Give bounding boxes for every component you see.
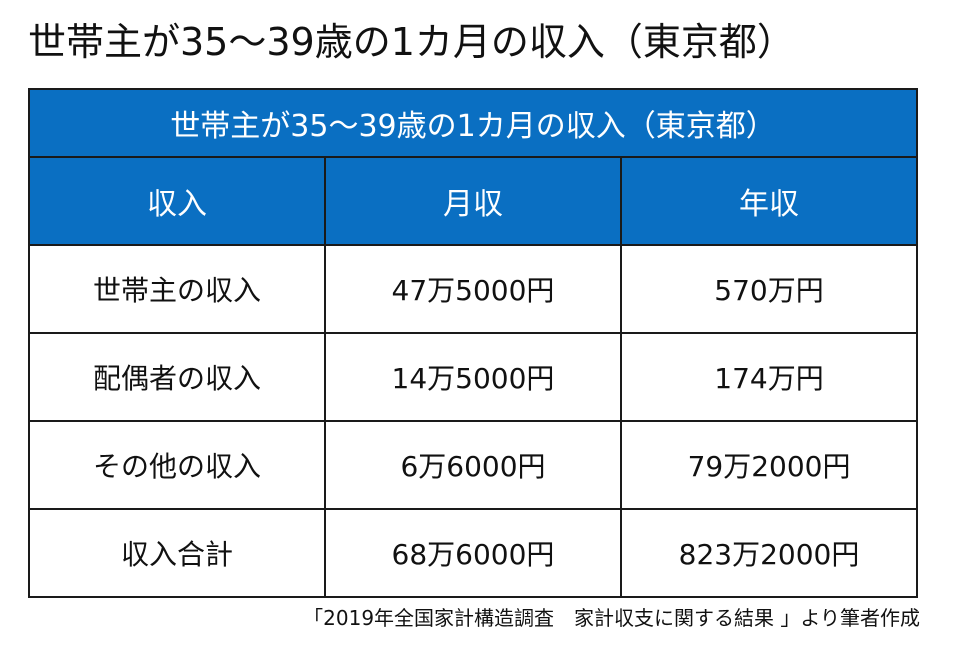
column-header-annual: 年収: [619, 156, 919, 246]
annual-value: 79万2000円: [619, 420, 919, 510]
row-label: 収入合計: [28, 508, 326, 598]
table-row: 収入合計 68万6000円 823万2000円: [28, 508, 919, 598]
monthly-value: 68万6000円: [324, 508, 622, 598]
table-row: 世帯主の収入 47万5000円 570万円: [28, 244, 919, 334]
annual-value: 570万円: [619, 244, 919, 334]
row-label: その他の収入: [28, 420, 326, 510]
table-row: 配偶者の収入 14万5000円 174万円: [28, 332, 919, 422]
column-header-income-type: 収入: [28, 156, 326, 246]
annual-value: 174万円: [619, 332, 919, 422]
page-title: 世帯主が35～39歳の1カ月の収入（東京都）: [28, 20, 795, 64]
column-header-monthly: 月収: [324, 156, 622, 246]
table-row: その他の収入 6万6000円 79万2000円: [28, 420, 919, 510]
source-note: 「2019年全国家計構造調査 家計収支に関する結果 」より筆者作成: [303, 606, 920, 630]
annual-value: 823万2000円: [619, 508, 919, 598]
row-label: 配偶者の収入: [28, 332, 326, 422]
income-table: 世帯主が35～39歳の1カ月の収入（東京都） 収入 月収 年収 世帯主の収入 4…: [27, 88, 919, 598]
monthly-value: 14万5000円: [324, 332, 622, 422]
table-caption: 世帯主が35～39歳の1カ月の収入（東京都）: [27, 88, 919, 158]
row-label: 世帯主の収入: [28, 244, 326, 334]
table-header-row: 収入 月収 年収: [28, 156, 919, 246]
monthly-value: 47万5000円: [324, 244, 622, 334]
monthly-value: 6万6000円: [324, 420, 622, 510]
